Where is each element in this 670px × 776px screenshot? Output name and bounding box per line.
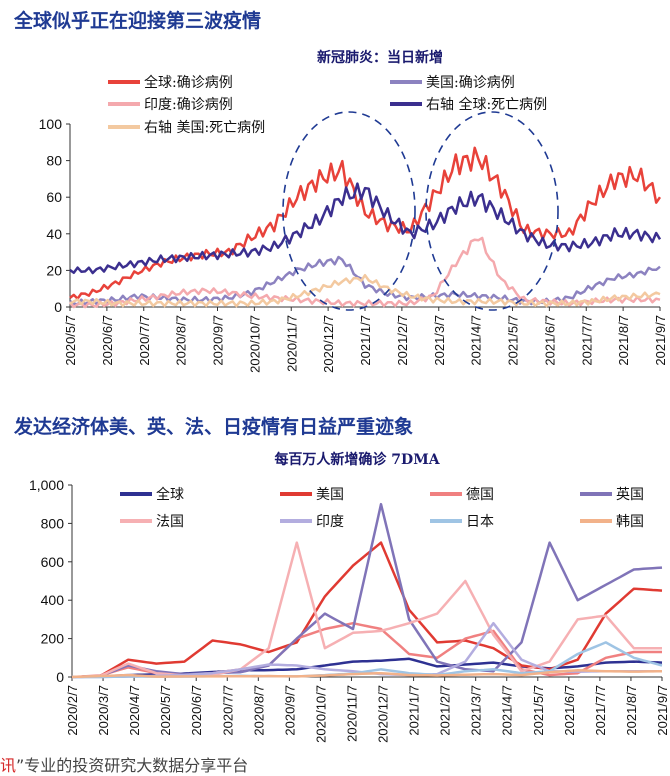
x-tick-label: 2021/2/7 <box>438 685 453 736</box>
series-line-0 <box>69 146 662 300</box>
annotation-ellipse-wave2 <box>282 111 416 311</box>
x-tick-label: 2021/7/7 <box>579 315 594 366</box>
x-tick-label: 2021/6/7 <box>542 315 557 366</box>
y-tick-label: 1,000 <box>29 477 64 493</box>
x-tick-label: 2020/5/7 <box>158 685 173 736</box>
x-tick-label: 2020/9/7 <box>211 315 226 366</box>
x-tick-label: 2021/3/7 <box>432 315 447 366</box>
y-tick-label: 40 <box>46 226 62 242</box>
section2-heading: 发达经济体美、英、法、日疫情有日益严重迹象 <box>14 416 414 438</box>
x-tick-label: 2021/6/7 <box>562 685 577 736</box>
x-tick-label: 2020/12/7 <box>321 315 336 373</box>
x-tick-label: 2020/9/7 <box>282 685 297 736</box>
series-line-2 <box>69 236 661 309</box>
footer-text: ”专业的投资研究大数据分享平台 <box>16 756 249 775</box>
x-tick-label: 2021/9/7 <box>655 685 670 736</box>
x-tick-label: 2021/8/7 <box>616 315 631 366</box>
x-tick-label: 2020/6/7 <box>189 685 204 736</box>
footer-watermark: 讯”专业的投资研究大数据分享平台 <box>0 752 248 776</box>
legend-label-1: 美国:确诊病例 <box>426 75 515 91</box>
legend-label-4: 法国 <box>156 514 184 530</box>
x-tick-label: 2020/7/7 <box>220 685 235 736</box>
y-tick-label: 600 <box>41 554 65 570</box>
annotation-ellipse-wave3 <box>425 111 559 311</box>
x-tick-label: 2020/4/7 <box>127 685 142 736</box>
series-line-3 <box>71 502 663 679</box>
x-tick-label: 2020/8/7 <box>174 315 189 366</box>
legend-label-3: 右轴 全球:死亡病例 <box>426 96 547 113</box>
x-tick-label: 2021/1/7 <box>358 315 373 366</box>
y-tick-label: 20 <box>46 262 62 278</box>
x-tick-label: 2021/2/7 <box>395 315 410 366</box>
legend-label-3: 英国 <box>616 486 644 503</box>
y-tick-label: 100 <box>39 116 63 132</box>
x-tick-label: 2021/3/7 <box>469 685 484 736</box>
legend-label-4: 右轴 美国:死亡病例 <box>144 120 265 136</box>
x-tick-label: 2021/8/7 <box>624 685 639 736</box>
x-tick-label: 2021/1/7 <box>407 685 422 736</box>
x-tick-label: 2020/11/7 <box>284 315 299 372</box>
x-tick-label: 2020/12/7 <box>376 685 391 743</box>
legend-label-2: 印度:确诊病例 <box>144 97 233 113</box>
x-tick-label: 2020/11/7 <box>344 685 359 742</box>
series-line-7 <box>71 669 663 679</box>
y-tick-label: 800 <box>41 515 65 531</box>
legend-label-2: 德国 <box>466 487 494 503</box>
x-tick-label: 2020/10/7 <box>313 685 328 743</box>
x-tick-label: 2021/5/7 <box>531 685 546 736</box>
x-tick-label: 2021/4/7 <box>500 685 515 736</box>
legend-label-0: 全球 <box>156 486 184 503</box>
chart-title: 每百万人新增确诊 7DMA <box>274 451 440 468</box>
legend-label-0: 全球:确诊病例 <box>144 74 233 91</box>
legend-label-7: 韩国 <box>616 514 644 530</box>
x-tick-label: 2021/4/7 <box>469 315 484 366</box>
x-tick-label: 2020/2/7 <box>65 685 80 736</box>
x-tick-label: 2021/5/7 <box>506 315 521 366</box>
x-tick-label: 2020/6/7 <box>100 315 115 366</box>
chart-title: 新冠肺炎：当日新增 <box>317 49 443 66</box>
y-tick-label: 80 <box>46 153 62 169</box>
legend-label-1: 美国 <box>316 487 344 503</box>
series-line-3 <box>69 182 662 275</box>
footer-prefix: 讯 <box>0 756 17 775</box>
section1-heading: 全球似乎正在迎接第三波疫情 <box>14 10 262 32</box>
legend-label-6: 日本 <box>466 514 494 530</box>
x-tick-label: 2020/7/7 <box>137 315 152 366</box>
x-tick-label: 2020/8/7 <box>251 685 266 736</box>
y-tick-label: 60 <box>46 189 62 205</box>
chart2-new-cases-per-million: 每百万人新增确诊 7DMA 0 200 400 600 800 1,000 2020/2/7 2… <box>29 451 670 743</box>
y-tick-label: 0 <box>54 299 62 315</box>
legend-label-5: 印度 <box>316 514 344 530</box>
y-tick-label: 0 <box>56 669 64 685</box>
series-line-4 <box>69 273 661 308</box>
x-tick-label: 2020/5/7 <box>63 315 78 366</box>
x-tick-label: 2021/7/7 <box>593 685 608 736</box>
series-line-1 <box>71 541 663 679</box>
y-tick-label: 200 <box>41 631 65 647</box>
x-tick-label: 2021/9/7 <box>653 315 668 366</box>
x-tick-label: 2020/3/7 <box>96 685 111 736</box>
chart1-epidemic-daily-new: 新冠肺炎：当日新增 0 20 40 60 80 100 2020/5/7 2020/6/7 202… <box>39 49 668 373</box>
y-tick-label: 400 <box>41 592 65 608</box>
x-tick-label: 2020/10/7 <box>247 315 262 373</box>
